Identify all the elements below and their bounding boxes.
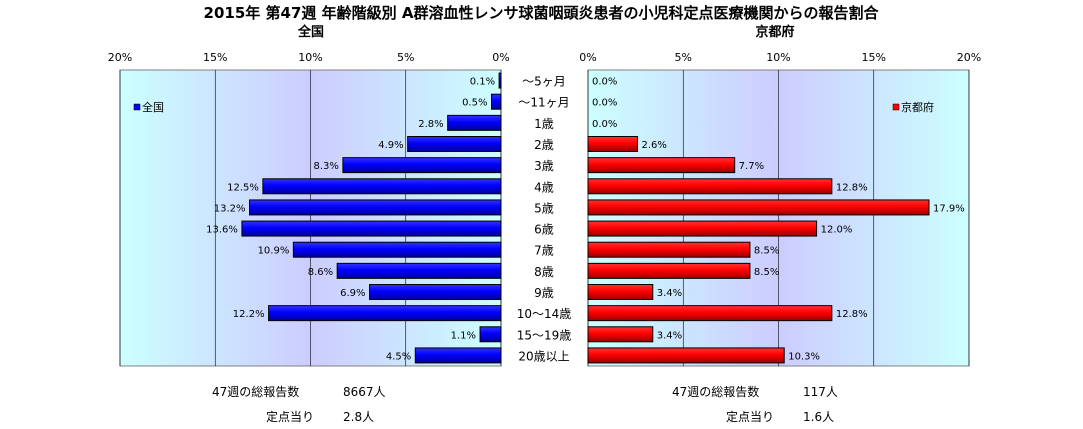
category-labels: ～5ヶ月 ～11ヶ月 1歳 2歳 3歳 4歳 5歳 6歳 7歳 8歳 9歳 10～14歳 15～19歳 2… (517, 75, 572, 364)
right-bar (587, 178, 833, 195)
left-bar (498, 72, 502, 89)
left-data-label: 8.6% (308, 267, 333, 278)
left-data-label: 2.8% (418, 119, 443, 130)
right-data-label: 3.4% (657, 288, 682, 299)
right-data-label: 8.5% (754, 246, 779, 257)
left-x-tick-label: 20% (108, 51, 132, 64)
left-data-label: 10.9% (258, 246, 290, 257)
right-data-label: 3.4% (657, 330, 682, 341)
right-data-label: 12.8% (836, 182, 868, 193)
left-data-label: 0.5% (462, 98, 487, 109)
right-data-label: 0.0% (592, 98, 617, 109)
category-label: 8歳 (534, 265, 554, 279)
left-data-label: 12.5% (227, 182, 259, 193)
right-data-label: 12.0% (821, 225, 853, 236)
left-data-label: 4.9% (378, 140, 403, 151)
category-label: 7歳 (534, 244, 554, 258)
left-data-label: 8.3% (313, 161, 338, 172)
category-label: 1歳 (534, 117, 554, 131)
right-per-site-value: 1.6人 (803, 410, 835, 424)
category-label: 3歳 (534, 159, 554, 173)
left-x-tick-label: 15% (203, 51, 227, 64)
left-per-site-value: 2.8人 (343, 410, 375, 424)
left-bar (369, 284, 502, 300)
left-bar (414, 347, 502, 364)
left-data-label: 12.2% (233, 309, 265, 320)
left-legend-label: 全国 (142, 100, 164, 114)
right-x-tick-label: 0% (579, 51, 596, 64)
left-total-value: 8667人 (343, 385, 386, 399)
left-data-label: 1.1% (451, 330, 476, 341)
right-legend-label: 京都府 (901, 100, 934, 114)
left-bar (407, 136, 502, 152)
right-bar (587, 220, 818, 237)
right-bar (587, 262, 751, 279)
left-data-label: 13.6% (206, 225, 238, 236)
left-bar (268, 305, 502, 322)
left-bar (262, 178, 502, 195)
right-x-tick-label: 5% (675, 51, 692, 64)
category-label: 6歳 (534, 223, 554, 237)
left-bar (479, 326, 502, 343)
category-label: 15～19歳 (517, 328, 572, 342)
right-bar (587, 347, 785, 364)
category-label: 2歳 (534, 138, 554, 152)
right-plot-area: 0% 5% 10% 15% 20% 0.0% 0.0% 0.0% 2.6% 7.7% 12.8% 17… (579, 51, 981, 367)
left-data-label: 0.1% (470, 77, 495, 88)
right-x-tick-label: 15% (862, 51, 886, 64)
left-x-tick-label: 10% (298, 51, 322, 64)
right-bar (587, 305, 833, 322)
left-total-label: 47週の総報告数 (212, 385, 300, 399)
left-x-tick-label: 5% (397, 51, 414, 64)
category-label: 9歳 (534, 286, 554, 300)
right-data-label: 12.8% (836, 309, 868, 320)
right-per-site-label: 定点当り (726, 410, 775, 424)
left-panel-subtitle: 全国 (297, 24, 324, 40)
right-data-label: 17.9% (933, 203, 965, 214)
left-bar (241, 220, 502, 237)
left-data-label: 4.5% (386, 351, 411, 362)
right-legend-swatch (892, 103, 900, 111)
right-data-label: 8.5% (754, 267, 779, 278)
right-bar (587, 284, 654, 300)
right-data-label: 7.7% (739, 161, 764, 172)
category-label: 20歳以上 (518, 349, 569, 363)
right-bar (587, 326, 654, 343)
left-data-label: 13.2% (214, 203, 246, 214)
left-bar (490, 93, 502, 110)
right-x-tick-label: 10% (766, 51, 790, 64)
right-bar (587, 136, 639, 152)
left-legend-swatch (133, 103, 141, 111)
right-total-value: 117人 (803, 385, 838, 399)
right-data-label: 10.3% (788, 351, 820, 362)
left-bar (249, 199, 502, 216)
category-label: ～5ヶ月 (522, 75, 566, 89)
right-total-label: 47週の総報告数 (672, 385, 760, 399)
left-bar (447, 114, 502, 131)
category-label: ～11ヶ月 (518, 96, 569, 110)
category-label: 10～14歳 (517, 307, 572, 321)
left-per-site-label: 定点当り (266, 410, 315, 424)
category-label: 4歳 (534, 180, 554, 194)
left-plot-area: 0% 5% 10% 15% 20% 0.1% 0.5% 2.8% 4.9% 8.3% 12.5% 13… (108, 51, 510, 367)
right-x-tick-label: 20% (957, 51, 981, 64)
left-x-tick-label: 0% (492, 51, 509, 64)
right-bar (587, 241, 751, 258)
right-data-label: 0.0% (592, 77, 617, 88)
right-panel-subtitle: 京都府 (755, 24, 794, 40)
left-data-label: 6.9% (340, 288, 365, 299)
left-bar (342, 157, 502, 174)
right-data-label: 0.0% (592, 119, 617, 130)
right-bar (587, 199, 930, 216)
chart-title: 2015年 第47週 年齢階級別 A群溶血性レンサ球菌咽頭炎患者の小児科定点医療… (204, 4, 880, 22)
right-bar (587, 157, 736, 174)
right-data-label: 2.6% (642, 140, 667, 151)
left-bar (292, 241, 502, 258)
category-label: 5歳 (534, 201, 554, 215)
left-bar (336, 262, 502, 279)
